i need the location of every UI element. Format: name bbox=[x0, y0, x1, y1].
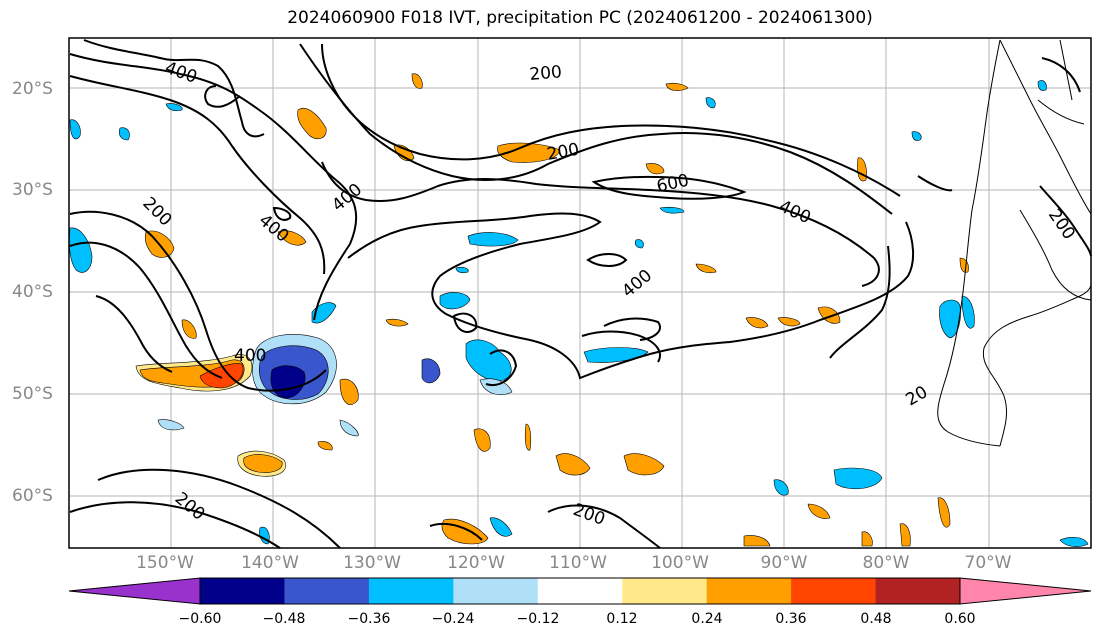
colorbar-tick-label: 0.36 bbox=[775, 611, 807, 627]
lon-label-70w: 70°W bbox=[964, 553, 1012, 573]
contour-label: 200 bbox=[529, 62, 563, 85]
colorbar-tick-label: −0.24 bbox=[431, 611, 475, 627]
colorbar-tick-label: −0.36 bbox=[347, 611, 391, 627]
lat-label-50s: 50°S bbox=[12, 384, 53, 404]
lat-label-30s: 30°S bbox=[12, 180, 53, 200]
lon-label-150w: 150°W bbox=[136, 553, 194, 573]
colorbar-tick-label: −0.12 bbox=[516, 611, 560, 627]
lat-label-40s: 40°S bbox=[12, 282, 53, 302]
colorbar-segment bbox=[706, 578, 792, 604]
map-canvas: 400 200 200 400 400 200 600 400 400 400 … bbox=[68, 37, 1092, 549]
colorbar-extend-low bbox=[69, 578, 200, 604]
lon-label-110w: 110°W bbox=[549, 553, 607, 573]
positive-precip-patches bbox=[135, 73, 969, 547]
colorbar-extend-high bbox=[960, 578, 1091, 604]
colorbar-segment bbox=[622, 578, 708, 604]
colorbar-tick-label: 0.12 bbox=[606, 611, 638, 627]
gridlines bbox=[69, 38, 1091, 548]
colorbar-tick-label: 0.60 bbox=[944, 611, 976, 627]
colorbar-tick-label: −0.48 bbox=[262, 611, 306, 627]
colorbar-segment bbox=[875, 578, 961, 604]
lon-label-90w: 90°W bbox=[760, 553, 808, 573]
colorbar-segment bbox=[368, 578, 454, 604]
colorbar-segment bbox=[284, 578, 370, 604]
lon-label-140w: 140°W bbox=[241, 553, 299, 573]
lon-label-120w: 120°W bbox=[447, 553, 505, 573]
lat-label-60s: 60°S bbox=[12, 486, 53, 506]
colorbar-segment bbox=[453, 578, 539, 604]
colorbar-tick-label: −0.60 bbox=[178, 611, 222, 627]
lon-label-80w: 80°W bbox=[862, 553, 910, 573]
negative-precip-patches bbox=[68, 80, 1089, 547]
colorbar-tick-label: 0.24 bbox=[691, 611, 723, 627]
lon-label-130w: 130°W bbox=[343, 553, 401, 573]
contour-label: 400 bbox=[234, 346, 266, 366]
lat-label-20s: 20°S bbox=[12, 79, 53, 99]
colorbar-segment bbox=[537, 578, 623, 604]
south-america-coastline bbox=[937, 39, 1092, 447]
colorbar-segment bbox=[791, 578, 877, 604]
colorbar bbox=[68, 577, 1092, 605]
colorbar-tick-label: 0.48 bbox=[860, 611, 892, 627]
map-title: 2024060900 F018 IVT, precipitation PC (2… bbox=[287, 8, 873, 28]
ivt-contours bbox=[69, 39, 1092, 549]
colorbar-segment bbox=[200, 578, 285, 604]
map-frame bbox=[68, 37, 1092, 549]
lon-label-100w: 100°W bbox=[651, 553, 709, 573]
